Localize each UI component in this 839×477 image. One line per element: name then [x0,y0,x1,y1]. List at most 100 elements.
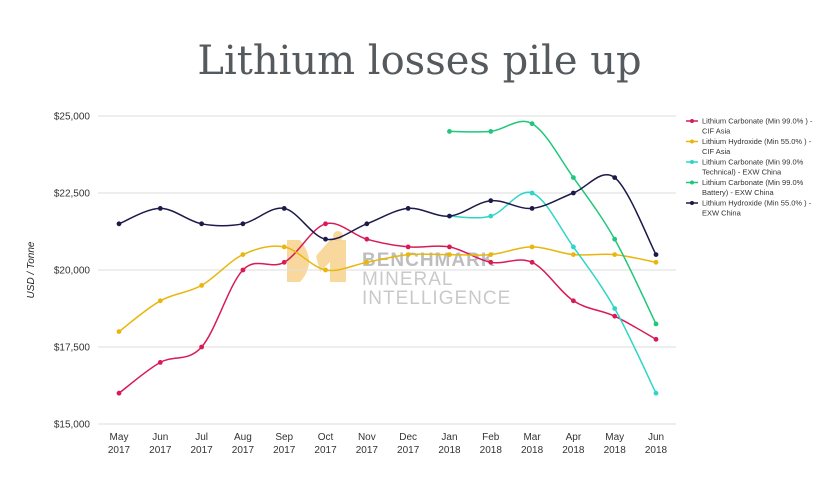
data-point [364,259,370,265]
data-point [240,252,246,257]
data-point [199,344,205,350]
data-point [447,252,452,257]
data-point [364,236,370,242]
data-point [488,259,494,265]
data-point [653,336,659,342]
legend-label: Lithium Hydroxide (Min 55.0% ) -CIF Asia [702,137,812,156]
legend-label: Lithium Carbonate (Min 99.0% ) -CIF Asia [702,117,813,136]
x-tick-label: Nov [358,432,376,443]
data-point [570,175,576,181]
data-point [612,236,618,242]
x-tick-label: Aug [234,432,252,443]
x-tick-label: 2017 [149,445,172,456]
x-tick-label: Jan [441,432,457,443]
data-point [447,213,452,219]
y-axis-label: USD / Tonne [26,241,37,298]
chart-title: Lithium losses pile up [197,38,642,84]
series-line [118,245,657,333]
data-point [529,190,535,196]
x-tick-label: 2018 [604,445,627,456]
data-point [405,206,411,211]
data-point [157,298,163,304]
y-tick-label: $15,000 [54,420,91,431]
data-point [529,244,535,250]
x-tick-label: 2017 [356,445,379,456]
x-tick-label: 2018 [645,445,668,456]
data-point [653,390,659,396]
x-tick-label: 2017 [273,445,296,456]
legend-label: Lithium Carbonate (Min 99.0% Technical) -… [702,158,804,177]
data-point [157,360,163,365]
data-point [447,129,452,134]
watermark-logo-shape [287,240,309,282]
watermark-text: BENCHMARK [362,250,496,271]
data-point [570,298,576,304]
x-tick-label: 2017 [190,445,213,456]
data-point [240,267,246,273]
data-point [116,329,122,334]
data-point [488,213,494,219]
watermark-text: MINERAL [362,269,453,290]
data-point [612,175,618,181]
y-tick-label: $22,500 [54,189,91,200]
data-point [488,252,494,257]
x-tick-label: 2017 [314,445,337,456]
data-point [405,244,411,250]
data-point [529,121,535,127]
data-point [199,283,205,288]
data-point [199,221,205,227]
x-tick-label: Mar [523,432,541,443]
x-tick-label: 2018 [438,445,461,456]
x-tick-label: Sep [275,432,293,443]
data-point [612,252,618,257]
x-tick-label: 2017 [108,445,131,456]
data-point [364,221,370,227]
series-line [118,222,657,394]
legend-swatch-dot [690,119,694,123]
data-point [281,206,287,211]
data-point [488,198,494,204]
data-point [116,390,122,396]
watermark-text: INTELLIGENCE [362,288,511,309]
legend-label: Lithium Carbonate (Min 99.0% Battery) - E… [702,178,804,197]
legend-swatch-dot [690,180,694,185]
x-tick-label: Jul [195,432,208,443]
data-point [529,206,535,211]
data-point [281,244,287,250]
data-point [653,259,659,265]
legend-swatch-dot [690,139,694,144]
data-point [405,252,411,257]
x-tick-label: Apr [566,432,582,443]
x-tick-label: Dec [399,432,417,443]
data-point [570,244,576,250]
legend-swatch-dot [690,201,694,205]
data-point [323,221,328,227]
data-point [612,313,618,319]
legend-swatch-dot [690,160,694,164]
x-tick-label: 2017 [232,445,255,456]
data-point [323,236,328,242]
data-point [281,259,287,265]
data-point [157,206,163,211]
x-tick-label: 2017 [397,445,420,456]
data-point [240,221,246,227]
y-tick-label: $20,000 [54,266,91,277]
y-tick-label: $17,500 [54,343,91,354]
legend-label: Lithium Hydroxide (Min 55.0% ) -EXW Chin… [702,199,812,218]
y-tick-label: $25,000 [54,112,91,123]
x-tick-label: Jun [648,432,664,443]
x-tick-label: May [605,432,624,443]
x-tick-label: May [110,432,129,443]
x-tick-label: 2018 [480,445,503,456]
data-point [653,321,659,327]
data-point [570,190,576,196]
data-point [447,244,452,250]
data-point [529,259,535,265]
series-line [118,174,657,255]
data-point [116,221,122,227]
x-tick-label: Oct [318,432,334,443]
x-tick-label: Feb [482,432,500,443]
data-point [488,129,494,134]
